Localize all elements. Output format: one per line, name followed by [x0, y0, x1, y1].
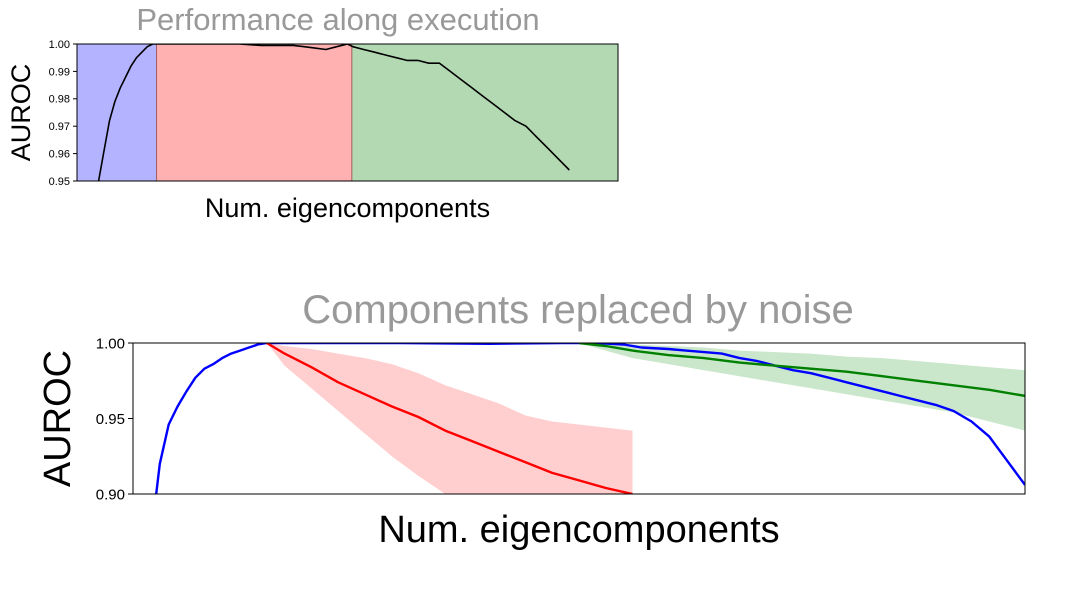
top-ytick-label-5: 1.00	[49, 39, 70, 51]
chart-title-noise: Components replaced by noise	[302, 288, 854, 332]
bottom-series-line-2	[578, 343, 1025, 398]
bottom-ytick-label-1: 0.95	[96, 411, 125, 428]
bottom-ytick-label-0: 0.90	[96, 486, 125, 503]
top-ytick-label-3: 0.98	[49, 94, 70, 106]
top-ytick-label-4: 0.99	[49, 66, 70, 78]
bottom-series-line-1	[266, 343, 633, 494]
bottom-ytick-label-2: 1.00	[96, 335, 125, 352]
top-region-1	[156, 44, 352, 181]
top-region-2	[351, 44, 618, 181]
top-region-0	[77, 44, 157, 181]
top-y-axis-label: AUROC	[6, 64, 36, 162]
bottom-x-axis-label: Num. eigencomponents	[378, 509, 779, 551]
top-ytick-label-2: 0.97	[49, 121, 70, 133]
top-ytick-label-1: 0.96	[49, 148, 70, 160]
top-plot-area	[77, 44, 618, 181]
top-x-axis-label: Num. eigencomponents	[205, 193, 490, 223]
top-axes-frame	[76, 43, 619, 182]
bottom-plot-area	[155, 343, 1025, 494]
top-series-line-0	[97, 44, 570, 181]
bottom-series-band-1	[266, 343, 633, 494]
chart-title-performance: Performance along execution	[136, 2, 540, 37]
bottom-series-band-2	[579, 343, 1025, 431]
bottom-y-axis-label: AUROC	[37, 350, 79, 487]
bottom-series-line-0	[155, 343, 1025, 494]
top-ytick-label-0: 0.95	[49, 176, 70, 188]
